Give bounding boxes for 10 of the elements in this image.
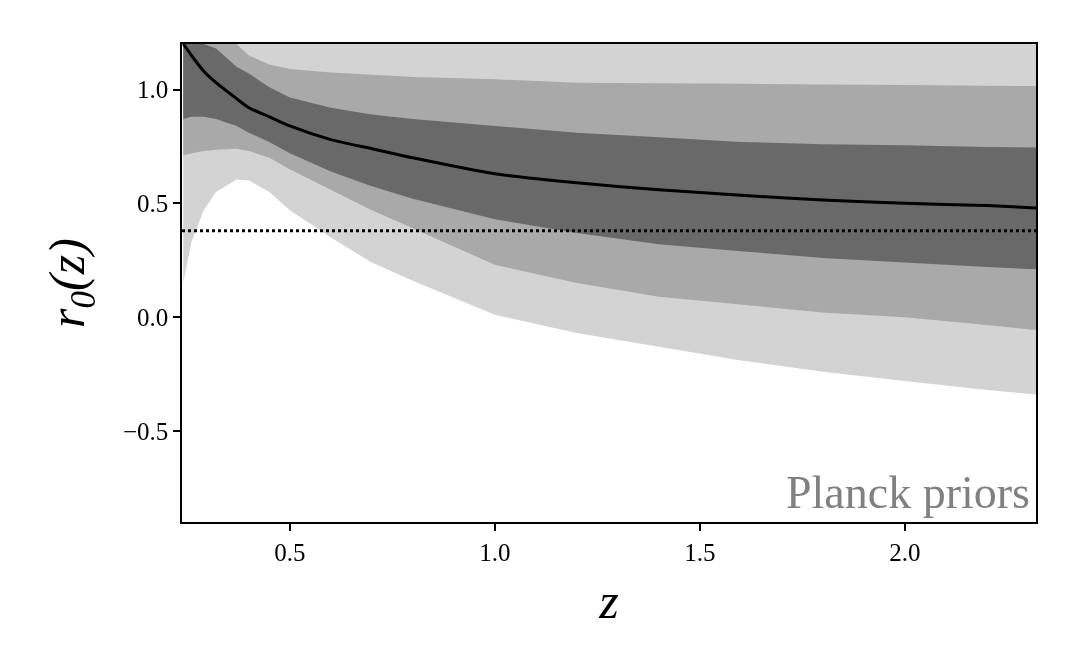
x-tick-label: 1.0 <box>479 538 511 566</box>
y-tick-label: 0.0 <box>137 303 169 331</box>
y-tick-label: 1.0 <box>137 76 169 104</box>
annotation: Planck priors <box>786 467 1031 518</box>
y-tick-label: 0.5 <box>137 190 169 218</box>
x-tick-label: 0.5 <box>274 538 306 566</box>
x-axis-title: z <box>598 572 619 629</box>
x-tick-label: 1.5 <box>684 538 716 566</box>
y-tick-label: −0.5 <box>122 417 169 445</box>
x-tick-label: 2.0 <box>889 538 921 566</box>
